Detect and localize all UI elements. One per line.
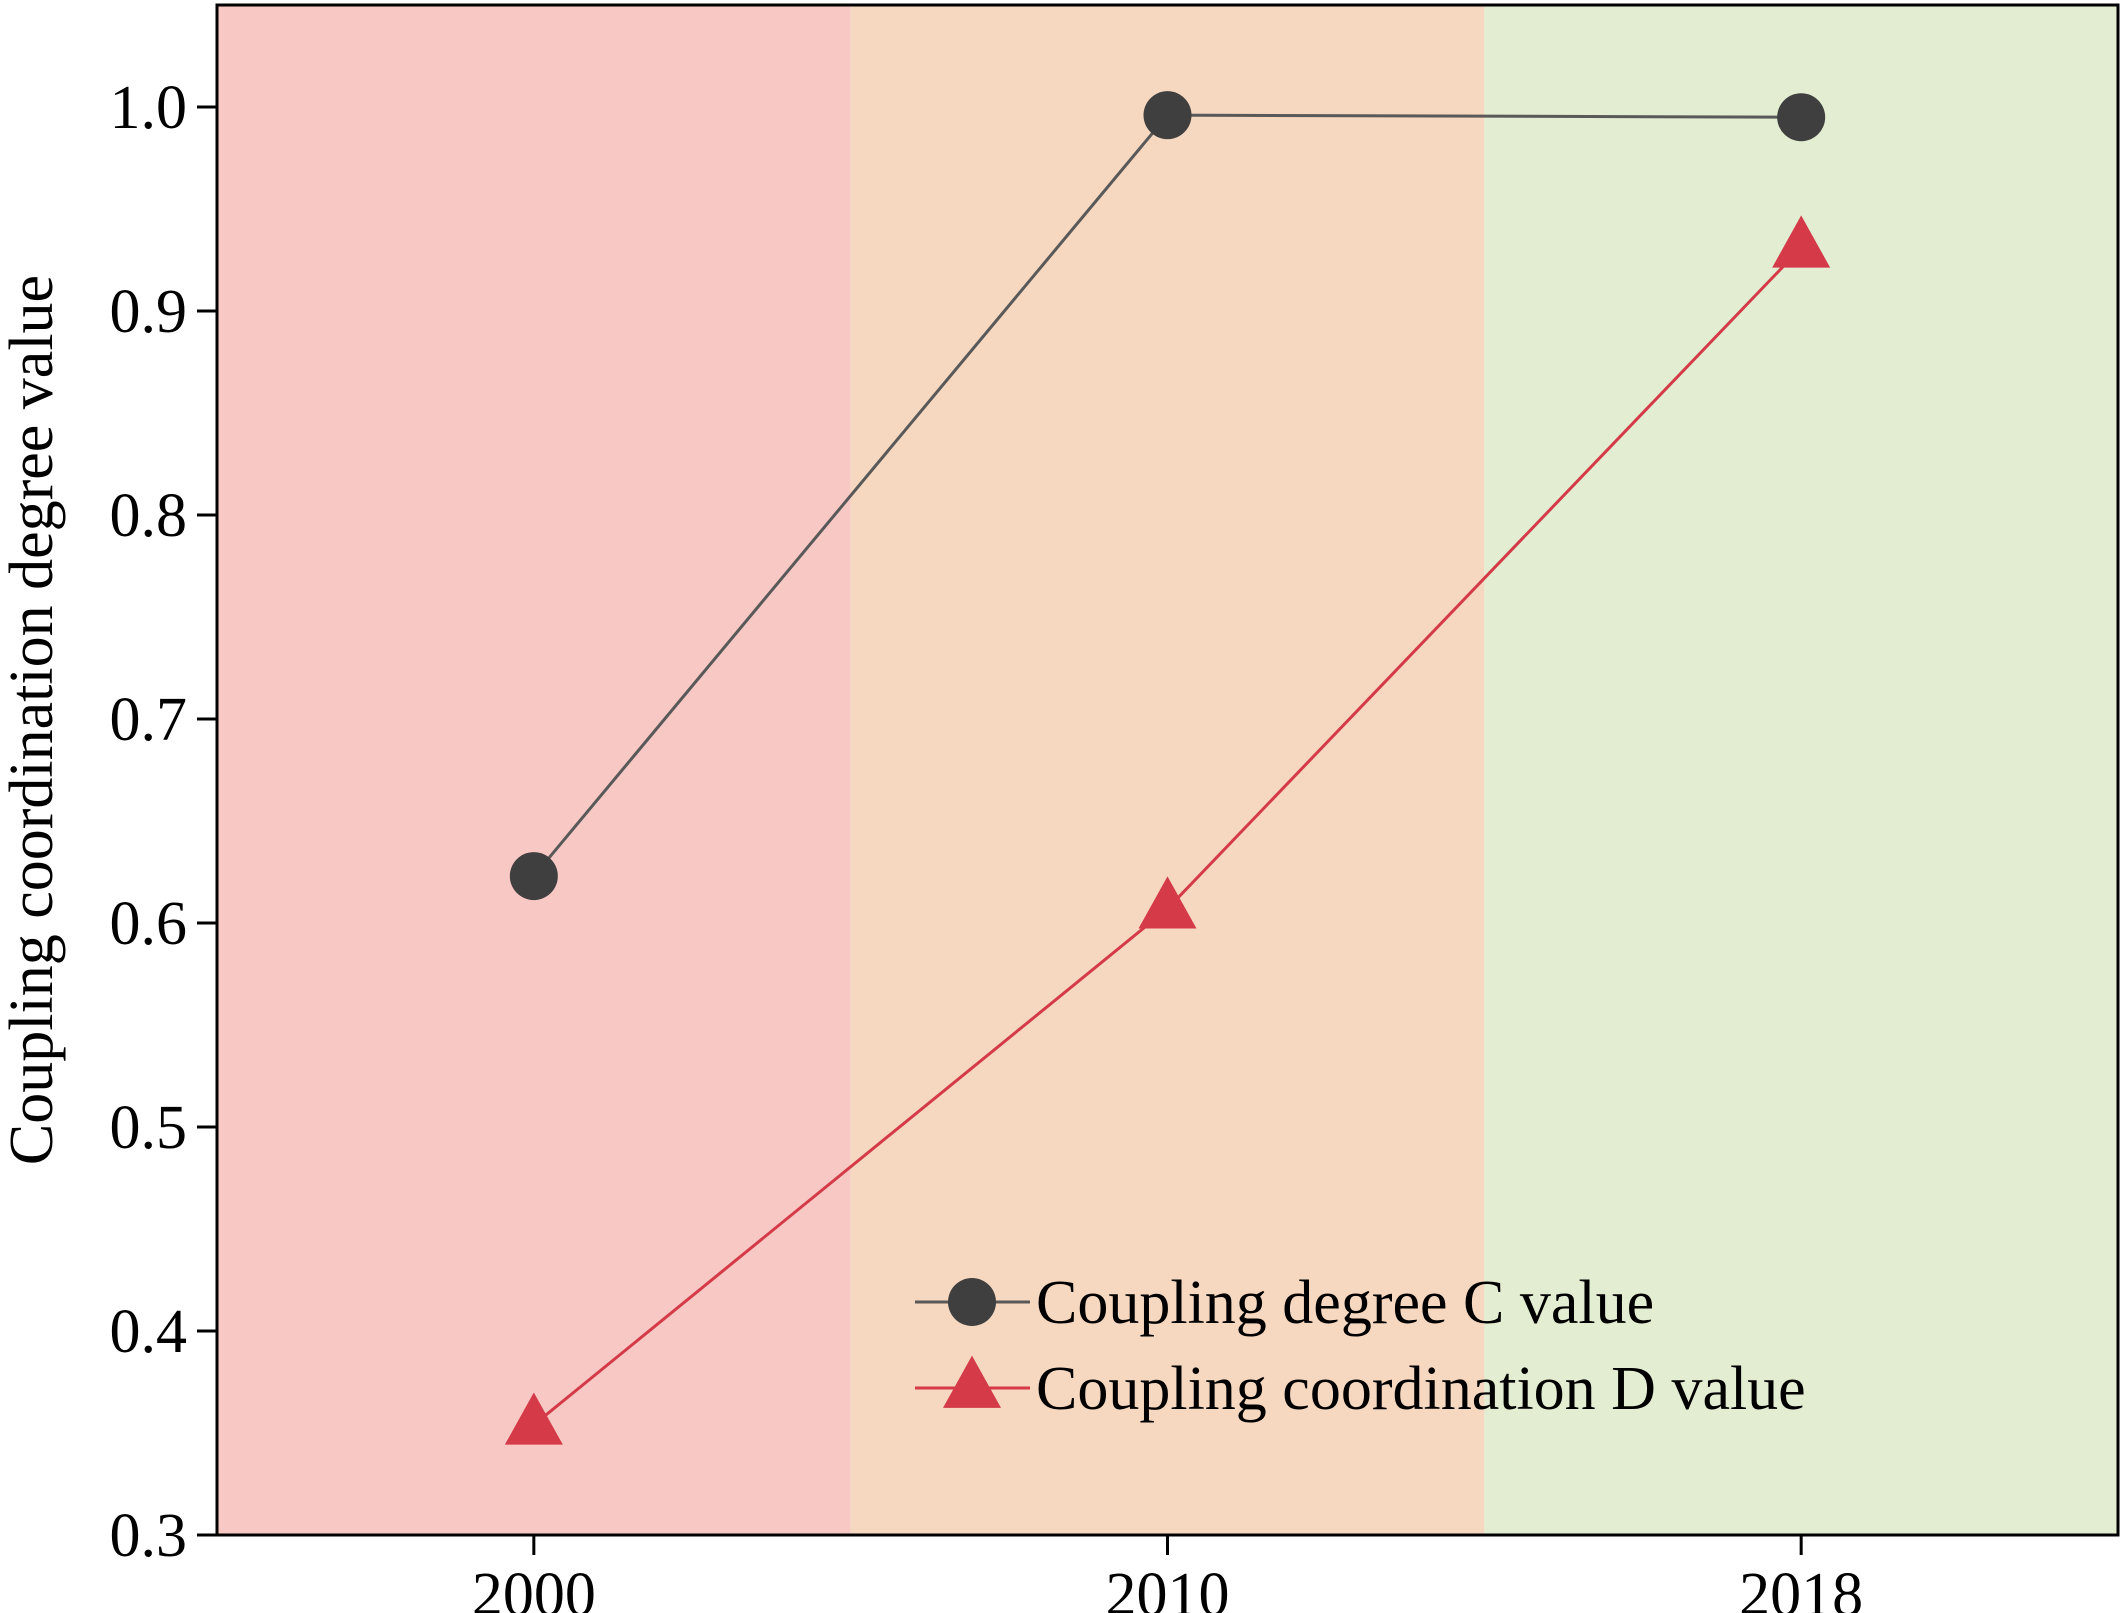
data-point-d-2018: [1772, 215, 1831, 268]
x-tick-label: 2018: [1739, 1561, 1863, 1613]
data-point-c-2018: [1777, 93, 1826, 142]
data-point-c-2010: [1143, 91, 1192, 140]
legend-label: Coupling coordination D value: [1036, 1355, 1806, 1423]
y-tick-label: 1.0: [110, 74, 188, 142]
legend-marker-triangle: [943, 1355, 1001, 1408]
y-tick-label: 0.6: [110, 890, 188, 958]
data-point-d-2000: [504, 1392, 563, 1445]
legend-marker-circle: [948, 1278, 996, 1326]
data-point-d-2010: [1138, 876, 1197, 929]
y-tick-label: 0.7: [110, 686, 188, 754]
background-bands: [217, 5, 2118, 1535]
y-tick-label: 0.9: [110, 278, 188, 346]
legend-label: Coupling degree C value: [1036, 1269, 1654, 1337]
y-tick-label: 0.3: [110, 1502, 188, 1570]
y-tick-label: 0.8: [110, 482, 188, 550]
background-band-2010: [850, 5, 1485, 1535]
series-markers: [504, 91, 1831, 1445]
x-axis: 2000 2010 2018: [472, 1535, 1863, 1613]
y-axis: 0.3 0.4 0.5 0.6 0.7 0.8 0.9 1.0: [110, 74, 217, 1570]
y-tick-label: 0.4: [110, 1298, 188, 1366]
legend: Coupling degree C value Coupling coordina…: [915, 1269, 1806, 1423]
y-tick-label: 0.5: [110, 1094, 188, 1162]
data-point-c-2000: [509, 852, 558, 901]
y-axis-title: Coupling coordination degree value: [0, 275, 66, 1165]
x-tick-label: 2000: [472, 1561, 596, 1613]
background-band-2000: [217, 5, 851, 1535]
x-tick-label: 2010: [1106, 1561, 1230, 1613]
